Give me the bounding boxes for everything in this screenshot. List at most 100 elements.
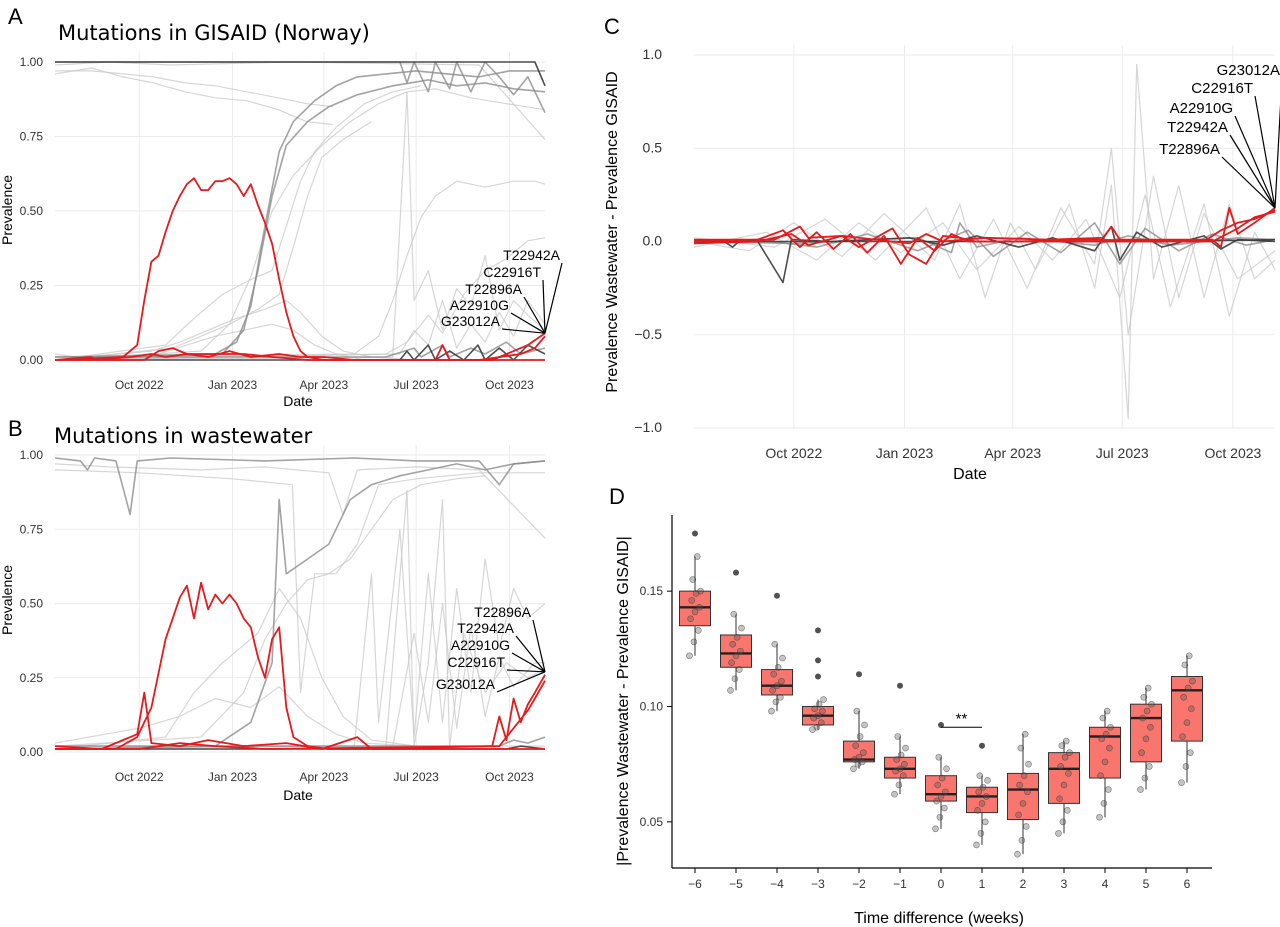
box-point [1184, 684, 1192, 692]
panel-a-y-tick-label: 0.50 [20, 204, 44, 218]
box-point [1102, 730, 1110, 738]
box-point [694, 627, 702, 634]
mutation-line [54, 460, 546, 750]
box-point [1142, 735, 1150, 743]
box-point [1019, 800, 1027, 807]
mutation-line [54, 88, 546, 361]
panel-c-y-tick-label: 0.5 [643, 139, 663, 155]
mutation-label: C22916T [447, 654, 505, 670]
panel-b-y-tick-label: 0.50 [20, 597, 44, 611]
panel-a-x-tick-label: Apr 2023 [299, 378, 348, 392]
box-point [1024, 788, 1031, 796]
box-point [1187, 749, 1194, 756]
box-3 [802, 627, 834, 733]
box-point [727, 687, 734, 694]
panel-b-y-tick-label: 0.25 [20, 671, 44, 685]
box-9 [1048, 737, 1080, 837]
box-point [772, 698, 780, 706]
box-point [697, 587, 704, 595]
box-point [1180, 693, 1187, 701]
mutation-line [54, 237, 546, 361]
box-point [1181, 661, 1189, 669]
highlighted-mutation-line [694, 207, 1276, 248]
panel-letter-a: A [8, 4, 23, 29]
box-point [856, 733, 864, 740]
box-point [1106, 744, 1113, 752]
mutation-line [55, 736, 546, 747]
box-point [778, 677, 785, 685]
mutation-line [55, 602, 545, 747]
box-iqr [966, 786, 998, 814]
panel-b-y-tick-label: 0.75 [20, 522, 44, 536]
panel-b-ticks: Oct 2022 Jan 2023 Apr 2023 Jul 2023 Oct 2023… [20, 448, 535, 784]
box-point [733, 633, 741, 641]
panel-c-y-axis-label: Prevalence Wastewater - Prevalence GISAI… [604, 71, 621, 392]
panel-a-y-tick-label: 1.00 [20, 55, 44, 69]
panel-b-y-tick-label: 1.00 [20, 448, 44, 462]
panel-a-x-tick-label: Jul 2023 [393, 378, 439, 392]
mutation-label-leader [544, 262, 563, 334]
panel-b-y-tick-label: 0.00 [20, 745, 44, 759]
box-point [770, 670, 778, 678]
box-point [891, 790, 898, 798]
box-point [1016, 781, 1024, 789]
panel-d-significance: ** [941, 710, 982, 728]
mutation-line [54, 588, 417, 750]
panel-b-x-tick-label: Jul 2023 [393, 770, 439, 784]
box-point [1066, 749, 1073, 756]
box-point [938, 774, 946, 782]
box-point [978, 800, 986, 807]
box-outlier [979, 742, 985, 749]
panel-d-x-tick-label: 4 [1102, 877, 1109, 891]
panel-a-series [54, 61, 546, 361]
box-point [860, 749, 867, 756]
mutation-line [54, 463, 546, 539]
box-5 [884, 682, 916, 798]
mutation-line [54, 67, 334, 126]
box-7 [966, 742, 998, 849]
mutation-label: G23012A [1217, 62, 1280, 79]
panel-c-y-tick-label: 1.0 [643, 46, 663, 62]
panel-b-x-tick-label: Jan 2023 [208, 770, 258, 784]
mutation-label-leader [506, 669, 546, 673]
box-point [774, 663, 782, 671]
box-point [1097, 772, 1104, 780]
box-iqr [1171, 676, 1203, 742]
panel-letter-c: C [604, 14, 620, 39]
box-point [1062, 737, 1070, 745]
panel-a-y-tick-label: 0.25 [20, 279, 44, 293]
panel-d-x-tick-label: −3 [811, 877, 825, 891]
box-point [693, 553, 701, 560]
box-point [1096, 813, 1103, 821]
box-point [1139, 714, 1146, 722]
panel-a-y-tick-label: 0.00 [20, 353, 44, 367]
box-point [738, 624, 745, 632]
box-point [1025, 760, 1032, 768]
box-point [691, 608, 699, 616]
box-point [813, 723, 821, 731]
mutation-line [54, 79, 546, 361]
panel-c-x-tick-label: Oct 2023 [1204, 445, 1261, 461]
box-iqr [761, 669, 793, 696]
panel-c: C Oct 2022 Jan 2023 Apr 2023 Jul 2023 Oct 20… [604, 14, 1280, 483]
mutation-line [54, 299, 417, 361]
panel-d-y-tick-label: 0.10 [640, 699, 664, 713]
box-point [1014, 850, 1021, 858]
mutation-label: C22916T [483, 264, 541, 280]
box-point [1137, 786, 1144, 793]
box-outlier [897, 682, 903, 689]
mutation-line [54, 180, 546, 361]
mutation-label-leader [542, 279, 546, 334]
mutation-label: C22916T [1191, 80, 1253, 97]
box-point [1105, 786, 1112, 793]
box-point [1061, 753, 1069, 761]
panel-b-x-axis-label: Date [283, 787, 313, 803]
panel-c-x-tick-label: Jan 2023 [876, 445, 934, 461]
box-point [1189, 677, 1196, 685]
box-outlier [815, 627, 821, 634]
significance-label: ** [956, 710, 968, 727]
box-point [933, 797, 940, 805]
panel-a-y-axis-label: Prevalence [0, 175, 15, 245]
box-point [820, 696, 827, 703]
